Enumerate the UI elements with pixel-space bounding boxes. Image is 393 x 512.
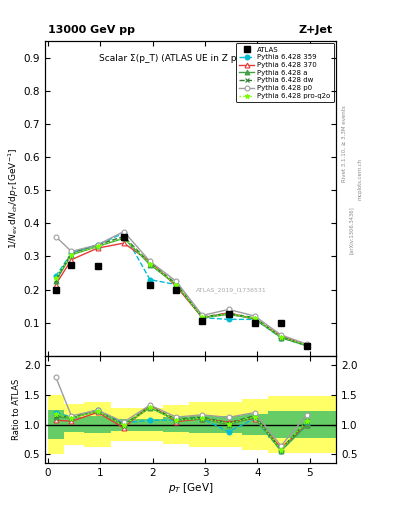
Text: [arXiv:1306.3436]: [arXiv:1306.3436] bbox=[349, 206, 354, 254]
Y-axis label: $1/N_\mathrm{ev}\,\mathrm{d}N_\mathrm{ch}/\mathrm{d}p_T\,[\mathrm{GeV}^{-1}]$: $1/N_\mathrm{ev}\,\mathrm{d}N_\mathrm{ch… bbox=[7, 147, 21, 249]
X-axis label: $p_T$ [GeV]: $p_T$ [GeV] bbox=[168, 481, 213, 495]
Legend: ATLAS, Pythia 6.428 359, Pythia 6.428 370, Pythia 6.428 a, Pythia 6.428 dw, Pyth: ATLAS, Pythia 6.428 359, Pythia 6.428 37… bbox=[236, 43, 334, 102]
Text: Z+Jet: Z+Jet bbox=[299, 25, 333, 35]
Y-axis label: Ratio to ATLAS: Ratio to ATLAS bbox=[12, 379, 21, 440]
Text: 13000 GeV pp: 13000 GeV pp bbox=[48, 25, 135, 35]
Text: mcplots.cern.ch: mcplots.cern.ch bbox=[357, 158, 362, 200]
Text: Scalar Σ(p_T) (ATLAS UE in Z production): Scalar Σ(p_T) (ATLAS UE in Z production) bbox=[99, 54, 283, 62]
Text: Rivet 3.1.10, ≥ 3.3M events: Rivet 3.1.10, ≥ 3.3M events bbox=[342, 105, 346, 182]
Text: ATLAS_2019_I1736531: ATLAS_2019_I1736531 bbox=[196, 287, 267, 293]
